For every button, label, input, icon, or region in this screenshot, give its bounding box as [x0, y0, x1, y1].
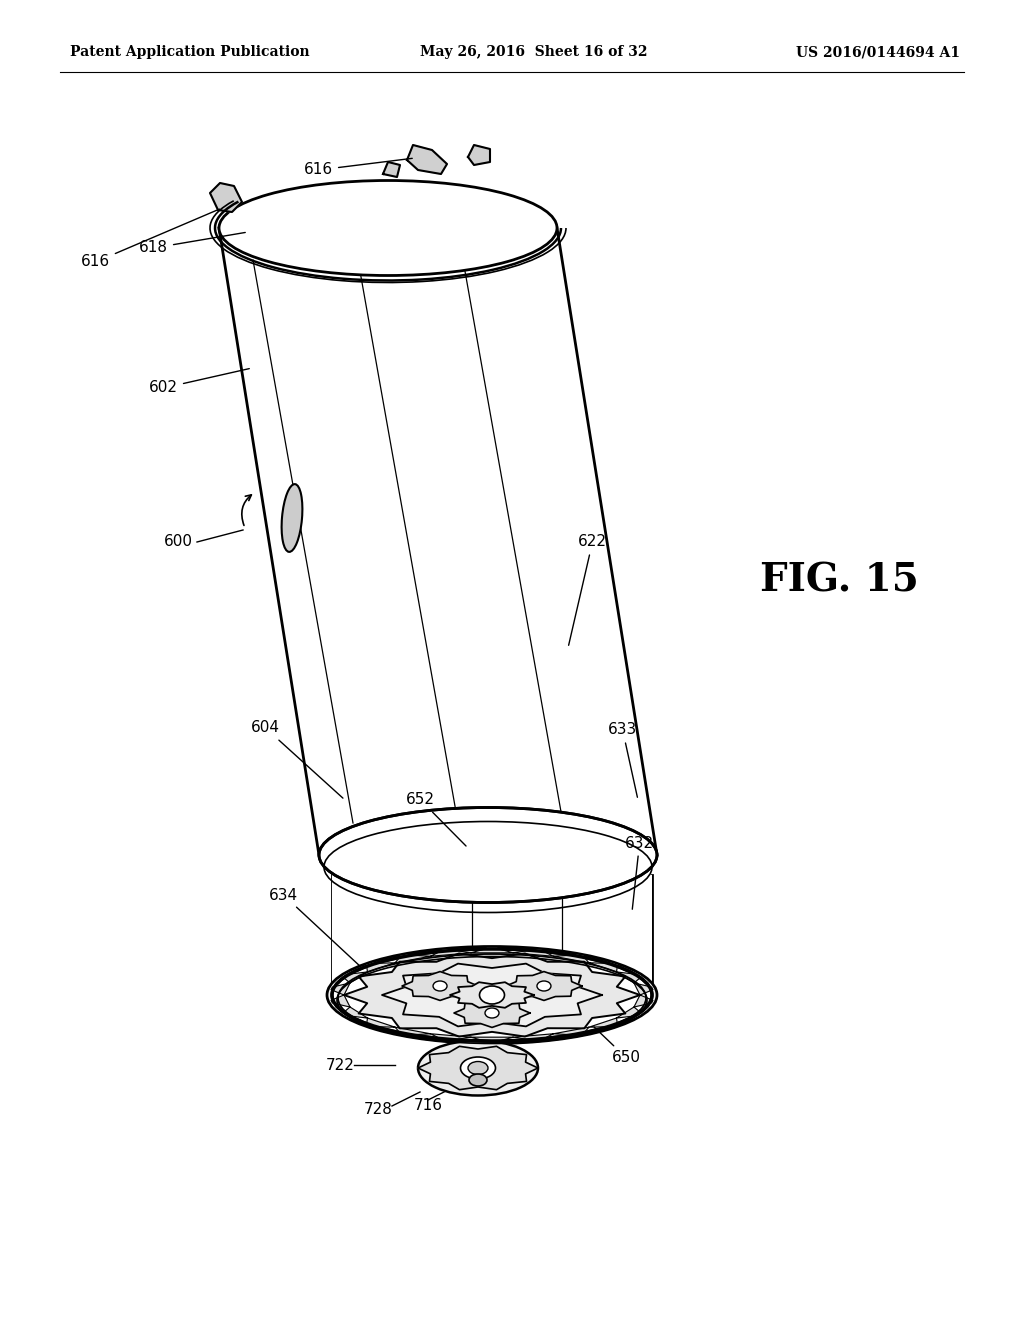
- Polygon shape: [343, 1007, 368, 1018]
- Polygon shape: [450, 982, 534, 1007]
- Polygon shape: [616, 972, 641, 983]
- Ellipse shape: [537, 981, 551, 991]
- Ellipse shape: [418, 1040, 538, 1096]
- Polygon shape: [554, 1027, 589, 1035]
- Ellipse shape: [219, 181, 557, 276]
- Polygon shape: [554, 956, 589, 962]
- Text: 650: 650: [594, 1027, 641, 1065]
- Text: 618: 618: [139, 232, 246, 256]
- Ellipse shape: [485, 1008, 499, 1018]
- Polygon shape: [331, 983, 350, 995]
- Polygon shape: [402, 972, 478, 1001]
- Text: 616: 616: [304, 158, 413, 177]
- Polygon shape: [343, 972, 368, 983]
- Polygon shape: [418, 1047, 538, 1090]
- Polygon shape: [383, 162, 400, 177]
- Ellipse shape: [479, 986, 505, 1005]
- Text: 716: 716: [414, 1097, 442, 1113]
- Text: FIG. 15: FIG. 15: [760, 561, 919, 599]
- Polygon shape: [589, 1018, 617, 1027]
- Ellipse shape: [282, 484, 302, 552]
- Ellipse shape: [319, 808, 657, 903]
- Polygon shape: [332, 875, 652, 995]
- Ellipse shape: [469, 1074, 487, 1086]
- Polygon shape: [506, 972, 582, 1001]
- Text: 604: 604: [251, 721, 343, 799]
- Polygon shape: [210, 183, 242, 213]
- Polygon shape: [331, 995, 350, 1007]
- Text: 728: 728: [364, 1102, 392, 1118]
- Polygon shape: [430, 1034, 471, 1040]
- Polygon shape: [634, 995, 653, 1007]
- Polygon shape: [589, 962, 617, 972]
- Polygon shape: [513, 1034, 554, 1040]
- Text: 632: 632: [625, 836, 654, 909]
- Text: 633: 633: [608, 722, 637, 797]
- Ellipse shape: [433, 981, 447, 991]
- Polygon shape: [407, 145, 447, 174]
- Polygon shape: [471, 1038, 513, 1041]
- Ellipse shape: [461, 1057, 496, 1078]
- Ellipse shape: [327, 946, 657, 1044]
- Polygon shape: [367, 962, 395, 972]
- Polygon shape: [468, 145, 490, 165]
- Text: 634: 634: [269, 887, 360, 966]
- Text: May 26, 2016  Sheet 16 of 32: May 26, 2016 Sheet 16 of 32: [420, 45, 647, 59]
- Ellipse shape: [468, 1061, 488, 1074]
- Polygon shape: [395, 956, 430, 962]
- Text: 602: 602: [150, 368, 249, 396]
- Polygon shape: [219, 228, 657, 855]
- Text: 622: 622: [568, 535, 607, 645]
- Polygon shape: [634, 983, 653, 995]
- Polygon shape: [395, 1027, 430, 1035]
- Text: Patent Application Publication: Patent Application Publication: [70, 45, 309, 59]
- Text: 600: 600: [164, 535, 193, 549]
- Text: 722: 722: [326, 1057, 354, 1072]
- Polygon shape: [382, 964, 602, 1027]
- Polygon shape: [616, 1007, 641, 1018]
- Ellipse shape: [332, 949, 652, 1041]
- Polygon shape: [344, 953, 640, 1036]
- Polygon shape: [367, 1018, 395, 1027]
- Polygon shape: [454, 998, 530, 1027]
- Text: US 2016/0144694 A1: US 2016/0144694 A1: [796, 45, 961, 59]
- Text: 616: 616: [81, 209, 219, 269]
- Polygon shape: [471, 948, 513, 953]
- Polygon shape: [430, 950, 471, 956]
- Polygon shape: [513, 950, 554, 956]
- Text: 652: 652: [406, 792, 466, 846]
